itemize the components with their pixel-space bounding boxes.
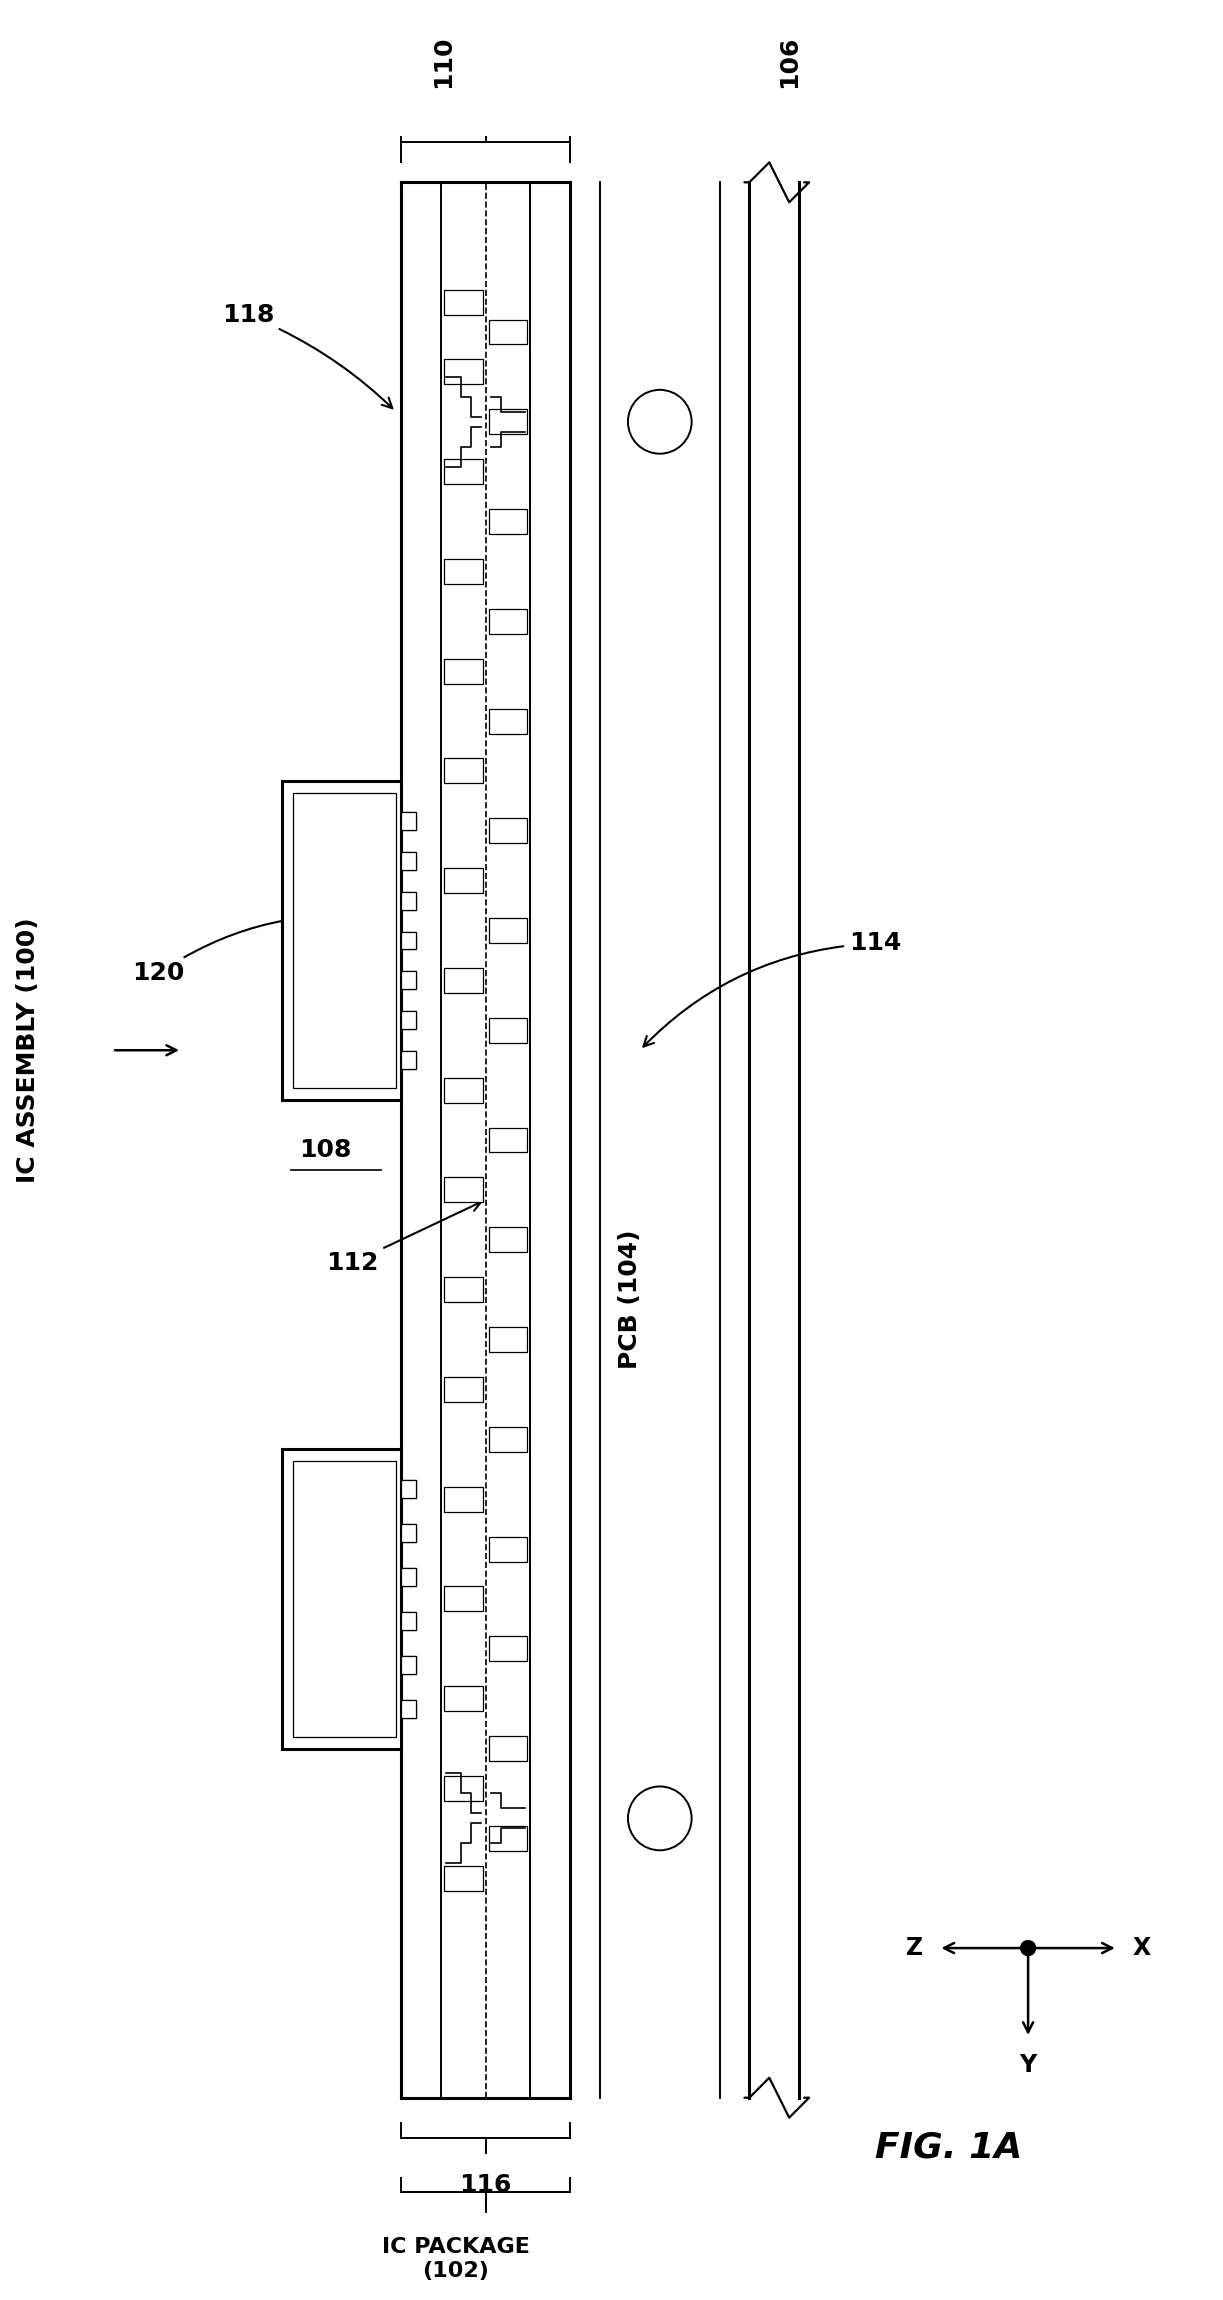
FancyBboxPatch shape: [401, 1525, 416, 1541]
FancyBboxPatch shape: [488, 610, 527, 635]
FancyBboxPatch shape: [444, 290, 483, 315]
FancyBboxPatch shape: [401, 1481, 416, 1497]
FancyBboxPatch shape: [444, 1686, 483, 1711]
FancyBboxPatch shape: [488, 508, 527, 534]
Text: 112: 112: [327, 1203, 481, 1274]
Text: 108: 108: [298, 1138, 351, 1162]
Text: PCB (104): PCB (104): [618, 1230, 642, 1368]
FancyBboxPatch shape: [401, 1481, 416, 1497]
FancyBboxPatch shape: [401, 851, 416, 869]
FancyBboxPatch shape: [488, 1736, 527, 1762]
FancyBboxPatch shape: [444, 968, 483, 994]
FancyBboxPatch shape: [401, 892, 416, 908]
FancyBboxPatch shape: [401, 812, 416, 830]
Text: 114: 114: [643, 932, 901, 1046]
FancyBboxPatch shape: [401, 1612, 416, 1631]
FancyBboxPatch shape: [444, 1587, 483, 1612]
Text: 120: 120: [132, 913, 391, 984]
FancyBboxPatch shape: [401, 932, 416, 950]
FancyBboxPatch shape: [444, 759, 483, 784]
FancyBboxPatch shape: [444, 658, 483, 683]
FancyBboxPatch shape: [401, 1051, 416, 1070]
Text: IC PACKAGE
(102): IC PACKAGE (102): [382, 2238, 530, 2282]
FancyBboxPatch shape: [488, 708, 527, 734]
Ellipse shape: [627, 1787, 692, 1849]
FancyBboxPatch shape: [488, 918, 527, 943]
Ellipse shape: [1021, 1941, 1036, 1955]
FancyBboxPatch shape: [401, 182, 570, 2098]
FancyBboxPatch shape: [444, 559, 483, 584]
FancyBboxPatch shape: [401, 1656, 416, 1674]
FancyBboxPatch shape: [444, 1776, 483, 1801]
FancyBboxPatch shape: [488, 1019, 527, 1042]
FancyBboxPatch shape: [444, 1378, 483, 1403]
FancyBboxPatch shape: [444, 359, 483, 384]
FancyBboxPatch shape: [488, 1426, 527, 1451]
FancyBboxPatch shape: [401, 1569, 416, 1587]
FancyBboxPatch shape: [444, 1079, 483, 1102]
FancyBboxPatch shape: [444, 460, 483, 483]
FancyBboxPatch shape: [488, 1536, 527, 1562]
Ellipse shape: [627, 389, 692, 453]
Text: X: X: [1132, 1937, 1151, 1960]
Text: 116: 116: [460, 2174, 511, 2196]
FancyBboxPatch shape: [401, 1525, 416, 1541]
FancyBboxPatch shape: [401, 1012, 416, 1030]
FancyBboxPatch shape: [281, 782, 401, 1099]
Text: FIG. 1A: FIG. 1A: [874, 2130, 1022, 2164]
FancyBboxPatch shape: [444, 1486, 483, 1511]
FancyBboxPatch shape: [401, 1612, 416, 1631]
FancyBboxPatch shape: [488, 1826, 527, 1852]
FancyBboxPatch shape: [401, 812, 416, 830]
Text: Z: Z: [906, 1937, 923, 1960]
FancyBboxPatch shape: [401, 892, 416, 908]
FancyBboxPatch shape: [488, 1635, 527, 1661]
FancyBboxPatch shape: [294, 1460, 396, 1736]
FancyBboxPatch shape: [444, 1276, 483, 1302]
Text: 110: 110: [432, 34, 455, 87]
FancyBboxPatch shape: [488, 409, 527, 435]
FancyBboxPatch shape: [488, 1228, 527, 1251]
FancyBboxPatch shape: [401, 1051, 416, 1070]
FancyBboxPatch shape: [488, 819, 527, 844]
FancyBboxPatch shape: [444, 1865, 483, 1891]
FancyBboxPatch shape: [444, 867, 483, 892]
Text: 118: 118: [221, 304, 393, 407]
Text: 106: 106: [777, 34, 801, 87]
Text: Y: Y: [1020, 2054, 1037, 2077]
FancyBboxPatch shape: [401, 1012, 416, 1030]
FancyBboxPatch shape: [294, 793, 396, 1088]
FancyBboxPatch shape: [401, 851, 416, 869]
Text: IC ASSEMBLY (100): IC ASSEMBLY (100): [16, 918, 39, 1182]
FancyBboxPatch shape: [750, 182, 799, 2098]
FancyBboxPatch shape: [401, 1700, 416, 1718]
FancyBboxPatch shape: [401, 1700, 416, 1718]
FancyBboxPatch shape: [281, 1449, 401, 1748]
FancyBboxPatch shape: [401, 1656, 416, 1674]
FancyBboxPatch shape: [401, 932, 416, 950]
FancyBboxPatch shape: [401, 971, 416, 989]
FancyBboxPatch shape: [401, 1569, 416, 1587]
FancyBboxPatch shape: [401, 971, 416, 989]
FancyBboxPatch shape: [488, 1327, 527, 1352]
FancyBboxPatch shape: [488, 320, 527, 345]
FancyBboxPatch shape: [444, 1178, 483, 1203]
FancyBboxPatch shape: [488, 1127, 527, 1152]
